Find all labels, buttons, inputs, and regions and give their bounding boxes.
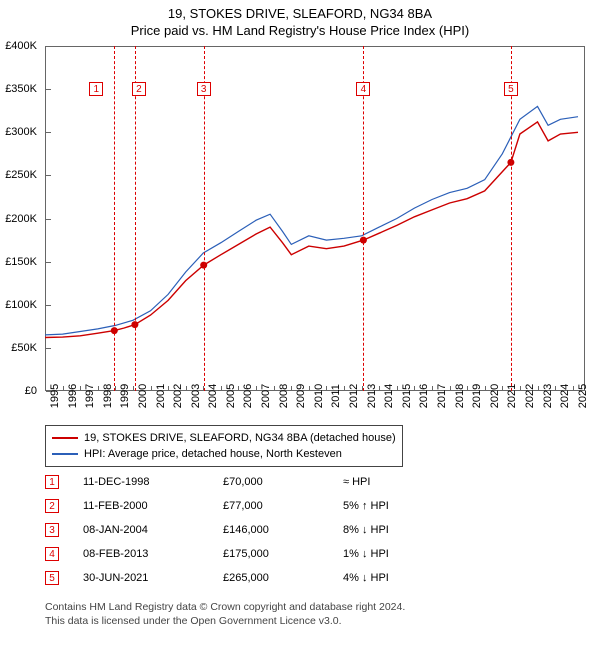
x-tick-label: 2017 [436,384,448,408]
y-tick-label: £100K [0,299,37,311]
legend: 19, STOKES DRIVE, SLEAFORD, NG34 8BA (de… [45,425,403,467]
x-tick-label: 1996 [67,384,79,408]
x-tick-label: 2020 [489,384,501,408]
x-tick-label: 2010 [313,384,325,408]
sale-hpi-delta: ≈ HPI [343,476,463,488]
footnote-line: This data is licensed under the Open Gov… [45,615,342,627]
x-tick-label: 2009 [295,384,307,408]
legend-swatch [52,453,78,455]
x-tick-label: 1997 [84,384,96,408]
series-line-property [45,122,578,338]
x-tick-label: 2004 [207,384,219,408]
x-tick-label: 2001 [155,384,167,408]
legend-swatch [52,437,78,439]
table-row: 1 11-DEC-1998 £70,000 ≈ HPI [45,470,565,494]
sale-date: 30-JUN-2021 [83,572,223,584]
footnote-line: Contains HM Land Registry data © Crown c… [45,601,405,613]
x-tick-label: 2000 [137,384,149,408]
event-marker-box: 3 [197,82,211,96]
title-block: 19, STOKES DRIVE, SLEAFORD, NG34 8BA Pri… [0,0,600,40]
event-marker-box: 1 [89,82,103,96]
sale-price: £175,000 [223,548,343,560]
y-tick-label: £350K [0,83,37,95]
event-marker-box: 5 [504,82,518,96]
sale-marker: 3 [45,523,59,537]
x-tick-label: 2021 [506,384,518,408]
x-tick-label: 2003 [190,384,202,408]
event-marker-box: 4 [356,82,370,96]
sale-marker: 4 [45,547,59,561]
y-tick-label: £250K [0,169,37,181]
x-tick-label: 2022 [524,384,536,408]
x-tick-label: 2007 [260,384,272,408]
chart-title: 19, STOKES DRIVE, SLEAFORD, NG34 8BA [0,6,600,21]
x-tick-label: 2018 [454,384,466,408]
sale-date: 08-FEB-2013 [83,548,223,560]
x-tick-label: 1995 [49,384,61,408]
sale-date: 08-JAN-2004 [83,524,223,536]
sale-hpi-delta: 5% ↑ HPI [343,500,463,512]
sale-marker: 1 [45,475,59,489]
x-tick-label: 2005 [225,384,237,408]
footnote: Contains HM Land Registry data © Crown c… [45,600,565,628]
chart-svg [45,46,585,391]
sale-date: 11-DEC-1998 [83,476,223,488]
sale-hpi-delta: 8% ↓ HPI [343,524,463,536]
sale-price: £77,000 [223,500,343,512]
x-tick-label: 2023 [542,384,554,408]
y-tick-label: £150K [0,256,37,268]
legend-item: HPI: Average price, detached house, Nort… [52,446,396,462]
x-tick-label: 2012 [348,384,360,408]
chart-subtitle: Price paid vs. HM Land Registry's House … [0,23,600,38]
x-tick-label: 2016 [418,384,430,408]
event-vline [363,46,364,391]
event-vline [511,46,512,391]
x-tick-label: 1998 [102,384,114,408]
x-tick-label: 1999 [119,384,131,408]
x-tick-label: 2002 [172,384,184,408]
sale-date: 11-FEB-2000 [83,500,223,512]
series-line-hpi [45,106,578,335]
sale-price: £70,000 [223,476,343,488]
table-row: 2 11-FEB-2000 £77,000 5% ↑ HPI [45,494,565,518]
sale-price: £146,000 [223,524,343,536]
y-tick-label: £200K [0,213,37,225]
sales-table: 1 11-DEC-1998 £70,000 ≈ HPI 2 11-FEB-200… [45,470,565,590]
table-row: 5 30-JUN-2021 £265,000 4% ↓ HPI [45,566,565,590]
chart-area: £0£50K£100K£150K£200K£250K£300K£350K£400… [45,46,585,391]
x-tick-label: 2011 [330,384,342,408]
event-vline [114,46,115,391]
x-tick-label: 2006 [242,384,254,408]
event-vline [135,46,136,391]
x-tick-label: 2015 [401,384,413,408]
sale-marker: 5 [45,571,59,585]
legend-label: HPI: Average price, detached house, Nort… [84,448,342,460]
legend-item: 19, STOKES DRIVE, SLEAFORD, NG34 8BA (de… [52,430,396,446]
sale-price: £265,000 [223,572,343,584]
table-row: 3 08-JAN-2004 £146,000 8% ↓ HPI [45,518,565,542]
legend-label: 19, STOKES DRIVE, SLEAFORD, NG34 8BA (de… [84,432,396,444]
x-tick-label: 2008 [278,384,290,408]
y-tick-label: £300K [0,126,37,138]
x-tick-label: 2019 [471,384,483,408]
y-tick-label: £50K [0,342,37,354]
sale-hpi-delta: 1% ↓ HPI [343,548,463,560]
event-vline [204,46,205,391]
sale-marker: 2 [45,499,59,513]
sale-hpi-delta: 4% ↓ HPI [343,572,463,584]
table-row: 4 08-FEB-2013 £175,000 1% ↓ HPI [45,542,565,566]
y-tick-label: £0 [0,385,37,397]
x-tick-label: 2013 [366,384,378,408]
y-tick-label: £400K [0,40,37,52]
x-tick-label: 2014 [383,384,395,408]
chart-container: 19, STOKES DRIVE, SLEAFORD, NG34 8BA Pri… [0,0,600,650]
event-marker-box: 2 [132,82,146,96]
x-tick-label: 2024 [559,384,571,408]
x-tick-label: 2025 [577,384,589,408]
